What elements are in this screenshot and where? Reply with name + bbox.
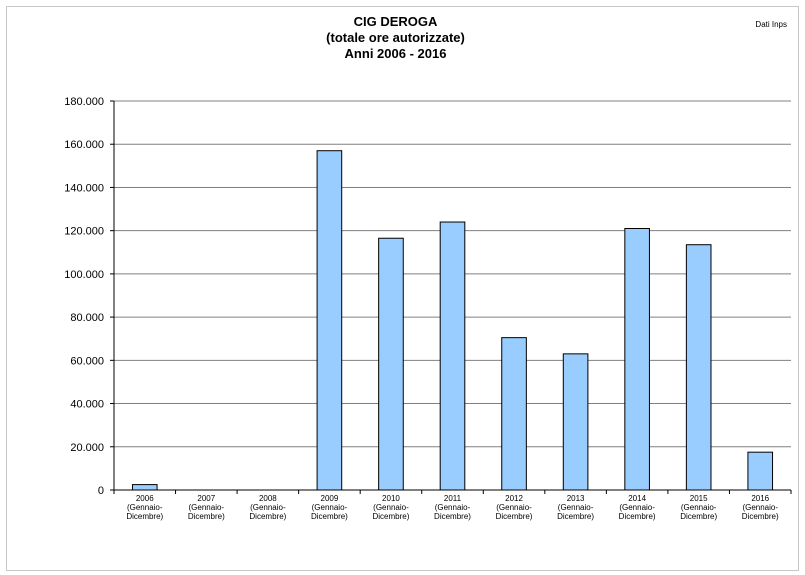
y-tick-label: 20.000 xyxy=(70,442,104,454)
bar xyxy=(378,237,404,491)
x-tick-label: Dicembre) xyxy=(126,512,163,521)
x-tick-label: (Gennaio- xyxy=(558,503,594,512)
bar xyxy=(624,228,650,491)
bar xyxy=(747,451,774,491)
chart-title-line-1: CIG DEROGA xyxy=(353,14,438,29)
x-tick-label: 2013 xyxy=(567,494,585,503)
x-tick-label: (Gennaio- xyxy=(127,503,163,512)
x-tick-label: (Gennaio- xyxy=(681,503,717,512)
x-tick-label: 2010 xyxy=(382,494,400,503)
x-tick-label: 2015 xyxy=(690,494,708,503)
x-tick-label: 2016 xyxy=(751,494,769,503)
x-tick-label: Dicembre) xyxy=(619,512,656,521)
y-tick-label: 180.000 xyxy=(64,96,104,108)
y-tick-label: 0 xyxy=(98,485,104,497)
bar xyxy=(439,221,466,491)
chart-title: CIG DEROGA (totale ore autorizzate) Anni… xyxy=(0,14,791,62)
bar xyxy=(131,484,158,491)
y-tick-label: 80.000 xyxy=(70,312,104,324)
x-tick-label: Dicembre) xyxy=(434,512,471,521)
x-tick-label: (Gennaio- xyxy=(435,503,471,512)
bar xyxy=(562,353,589,491)
bar xyxy=(501,337,527,491)
x-tick-label: (Gennaio- xyxy=(619,503,655,512)
x-tick-label: 2007 xyxy=(197,494,215,503)
x-tick-label: 2014 xyxy=(628,494,646,503)
y-tick-label: 60.000 xyxy=(70,355,104,367)
x-tick-label: (Gennaio- xyxy=(250,503,286,512)
x-tick-label: Dicembre) xyxy=(680,512,717,521)
x-tick-label: 2008 xyxy=(259,494,277,503)
x-tick-label: (Gennaio- xyxy=(189,503,225,512)
source-label: Dati Inps xyxy=(755,20,787,29)
bar xyxy=(685,244,712,491)
y-tick-label: 120.000 xyxy=(64,226,104,238)
x-tick-label: 2011 xyxy=(444,494,462,503)
y-tick-label: 160.000 xyxy=(64,139,104,151)
chart-title-line-3: Anni 2006 - 2016 xyxy=(344,46,447,61)
x-tick-label: 2009 xyxy=(321,494,339,503)
bar xyxy=(316,150,343,491)
y-tick-label: 140.000 xyxy=(64,182,104,194)
y-tick-label: 40.000 xyxy=(70,399,104,411)
x-tick-label: 2012 xyxy=(505,494,523,503)
chart-title-line-2: (totale ore autorizzate) xyxy=(326,30,465,45)
x-tick-label: (Gennaio- xyxy=(742,503,778,512)
x-tick-label: Dicembre) xyxy=(496,512,533,521)
x-tick-label: (Gennaio- xyxy=(312,503,348,512)
x-tick-label: Dicembre) xyxy=(557,512,594,521)
y-tick-label: 100.000 xyxy=(64,269,104,281)
x-tick-label: Dicembre) xyxy=(249,512,286,521)
x-tick-label: (Gennaio- xyxy=(496,503,532,512)
x-tick-label: Dicembre) xyxy=(188,512,225,521)
x-tick-label: Dicembre) xyxy=(742,512,779,521)
x-tick-label: 2006 xyxy=(136,494,154,503)
x-tick-label: Dicembre) xyxy=(311,512,348,521)
x-tick-label: (Gennaio- xyxy=(373,503,409,512)
x-tick-label: Dicembre) xyxy=(373,512,410,521)
